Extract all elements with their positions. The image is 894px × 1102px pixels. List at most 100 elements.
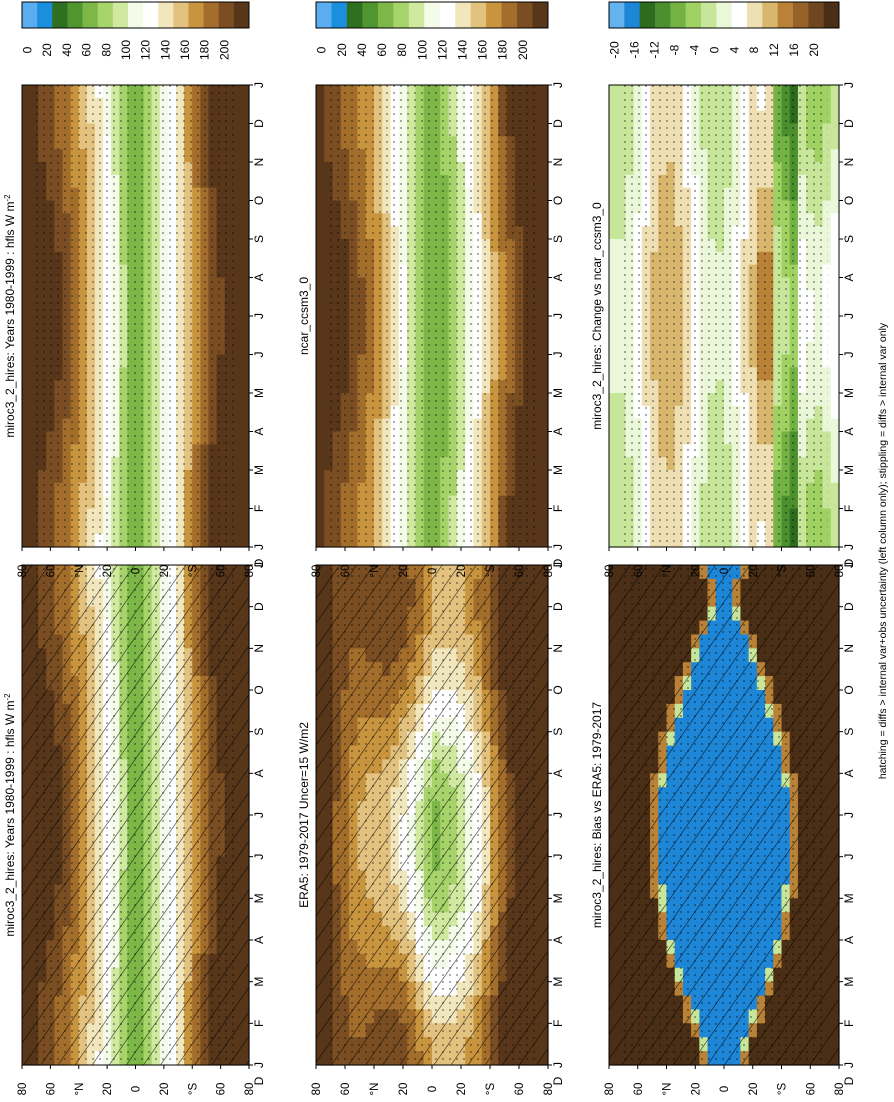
- lat-label: 80: [17, 565, 29, 578]
- month-label: J: [551, 562, 565, 568]
- lat-label: 60: [514, 1083, 526, 1096]
- heatmap-cell: [316, 136, 325, 150]
- lat-label: 20: [456, 1083, 468, 1096]
- heatmap-cell: [539, 316, 549, 330]
- heatmap-cell: [539, 405, 549, 420]
- heatmap-cell: [539, 303, 549, 317]
- lat-label: 20: [398, 565, 410, 578]
- heatmap-cell: [316, 495, 325, 510]
- heatmap-cell: [22, 174, 31, 189]
- heatmap-cell: [316, 97, 325, 112]
- heatmap-cell: [22, 418, 31, 433]
- month-label: S: [252, 235, 266, 243]
- heatmap-cell: [539, 328, 549, 343]
- heatmap-cell: [539, 174, 549, 189]
- lat-label: 0: [131, 1086, 143, 1092]
- heatmap-cell: [316, 328, 325, 343]
- heatmap-cell: [22, 277, 31, 291]
- heatmap-cell: [240, 277, 250, 291]
- lat-label: °N: [369, 1083, 381, 1096]
- panel-title: miroc3_2_hires: Years 1980-1999 : hfls W…: [3, 194, 18, 438]
- heatmap-cell: [240, 290, 250, 304]
- heatmap-cell: [22, 495, 31, 510]
- month-label: M: [551, 465, 565, 475]
- title-superscript: -2: [3, 693, 12, 701]
- month-label: M: [252, 465, 266, 475]
- lat-label: 60: [45, 1083, 57, 1096]
- heatmap-cell: [539, 482, 549, 497]
- heatmap-cell: [22, 162, 31, 176]
- heatmap-cell: [539, 380, 549, 394]
- heatmap-cell: [240, 110, 250, 125]
- month-label: S: [551, 728, 565, 736]
- heatmap-cell: [316, 380, 325, 394]
- lat-label: 20: [456, 565, 468, 578]
- lat-label: 60: [340, 1083, 352, 1096]
- heatmap-cell: [240, 174, 250, 189]
- heatmap-cell: [539, 341, 549, 356]
- heatmap-cell: [539, 136, 549, 150]
- heatmap-cell: [539, 521, 549, 535]
- lat-label: °S: [187, 1083, 199, 1096]
- heatmap-cell: [22, 521, 31, 535]
- heatmap-cell: [22, 405, 31, 420]
- month-label: S: [252, 728, 266, 736]
- month-label: D: [551, 119, 565, 128]
- heatmap-cell: [539, 508, 549, 522]
- heatmap-cell: [22, 290, 31, 304]
- lat-label: 80: [311, 565, 323, 578]
- month-label: J: [551, 313, 565, 319]
- month-label: J: [252, 352, 266, 358]
- heatmap-cell: [316, 200, 325, 214]
- lat-label: 80: [543, 1083, 555, 1096]
- lat-label: 80: [543, 565, 555, 578]
- heatmap-cell: [22, 508, 31, 522]
- heatmap-cell: [22, 470, 31, 484]
- heatmap-cell: [539, 457, 549, 471]
- month-label: M: [551, 388, 565, 398]
- heatmap-cell: [22, 97, 31, 112]
- heatmap-cell: [240, 123, 250, 137]
- heatmap-cell: [316, 534, 325, 548]
- heatmap-cell: [539, 213, 549, 227]
- heatmap-cell: [539, 187, 549, 202]
- heatmap-cell: [539, 290, 549, 304]
- heatmap-cell: [240, 367, 250, 381]
- heatmap-cell: [240, 418, 250, 433]
- heatmap-cell: [22, 251, 31, 266]
- heatmap-cell: [240, 393, 250, 407]
- month-label: A: [551, 769, 565, 777]
- stippling-overlay: [33, 85, 238, 547]
- axis-start-label: D: [551, 558, 565, 567]
- heatmap-cell: [240, 136, 250, 150]
- heatmap-cell: [240, 213, 250, 227]
- month-label: A: [252, 769, 266, 777]
- lat-label: °N: [74, 565, 86, 578]
- heatmap-cell: [22, 136, 31, 150]
- stippling-overlay: [327, 85, 537, 547]
- heatmap-cell: [22, 213, 31, 227]
- heatmap-cell: [240, 405, 250, 420]
- month-label: J: [551, 854, 565, 860]
- heatmap-cell: [539, 277, 549, 291]
- month-label: M: [252, 893, 266, 903]
- heatmap-cell: [22, 393, 31, 407]
- month-label: J: [252, 544, 266, 550]
- heatmap-cell: [22, 367, 31, 381]
- lat-label: 20: [159, 1083, 171, 1096]
- month-label: J: [252, 313, 266, 319]
- heatmap-cell: [240, 162, 250, 176]
- lat-label: °N: [369, 565, 381, 578]
- lat-label: 20: [159, 565, 171, 578]
- month-label: J: [252, 1062, 266, 1068]
- lat-label: 60: [45, 565, 57, 578]
- heatmap-cell: [316, 213, 325, 227]
- lat-label: 80: [244, 1083, 256, 1096]
- heatmap-cell: [316, 341, 325, 356]
- heatmap-cell: [316, 367, 325, 381]
- heatmap-cell: [539, 239, 549, 253]
- heatmap-cell: [240, 482, 250, 497]
- heatmap-cell: [22, 110, 31, 125]
- heatmap-cell: [316, 277, 325, 291]
- month-label: O: [551, 196, 565, 205]
